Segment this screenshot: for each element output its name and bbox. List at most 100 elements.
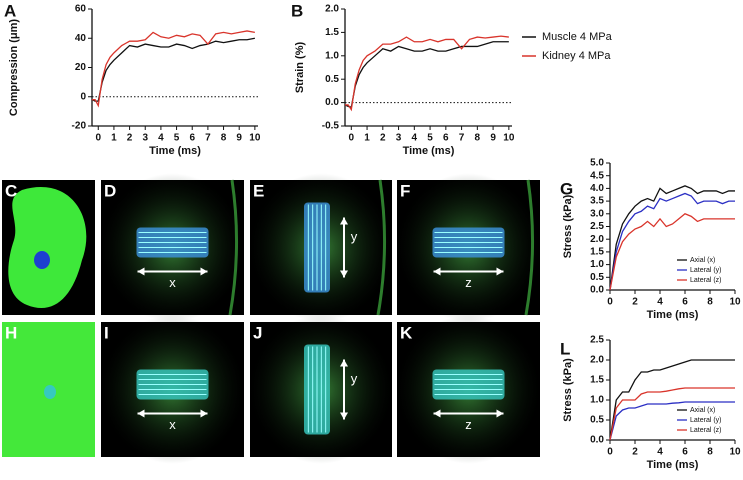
y-tick-label: 2.5 bbox=[590, 221, 604, 232]
y-tick-label: 1.0 bbox=[590, 395, 604, 406]
x-tick-label: 0 bbox=[607, 297, 613, 308]
x-tick-label: 6 bbox=[189, 133, 195, 144]
series-line bbox=[609, 185, 735, 291]
axis-label: z bbox=[465, 417, 472, 432]
x-tick-label: 2 bbox=[632, 297, 638, 308]
kidney-model bbox=[8, 187, 87, 308]
axis-label: y bbox=[351, 229, 358, 244]
panel-label: A bbox=[4, 1, 16, 20]
panel-label: C bbox=[5, 181, 17, 200]
y-tick-label: 5.0 bbox=[590, 158, 604, 169]
x-tick-label: 4 bbox=[158, 133, 164, 144]
x-tick-label: 8 bbox=[475, 133, 481, 144]
x-tick-label: 0 bbox=[95, 133, 101, 144]
y-tick-label: 1.5 bbox=[325, 27, 339, 38]
axis-label: x bbox=[169, 417, 176, 432]
y-tick-label: 40 bbox=[75, 33, 87, 44]
legend-label: Kidney 4 MPa bbox=[542, 50, 611, 62]
y-axis-title: Stress (kPa) bbox=[562, 194, 574, 258]
x-tick-label: 6 bbox=[682, 297, 688, 308]
x-tick-label: 4 bbox=[657, 297, 663, 308]
x-axis-title: Time (ms) bbox=[647, 459, 699, 471]
y-tick-label: 1.0 bbox=[325, 50, 339, 61]
legend-label: Axial (x) bbox=[690, 407, 715, 414]
panel-label: J bbox=[253, 323, 262, 342]
x-tick-label: 6 bbox=[682, 447, 688, 458]
x-tick-label: 2 bbox=[632, 447, 638, 458]
x-axis-title: Time (ms) bbox=[149, 145, 201, 157]
x-tick-label: 5 bbox=[427, 133, 433, 144]
y-tick-label: 2.0 bbox=[325, 4, 339, 15]
series-line bbox=[344, 41, 509, 109]
x-tick-label: 6 bbox=[443, 133, 449, 144]
x-tick-label: 8 bbox=[221, 133, 227, 144]
y-tick-label: 2.0 bbox=[590, 234, 604, 245]
arrow-head bbox=[340, 412, 348, 420]
x-tick-label: 9 bbox=[236, 133, 242, 144]
panel-label: D bbox=[104, 181, 116, 200]
x-tick-label: 10 bbox=[729, 297, 741, 308]
series-line bbox=[609, 192, 735, 291]
x-tick-label: 1 bbox=[364, 133, 370, 144]
y-tick-label: 0.5 bbox=[325, 74, 339, 85]
legend-label: Lateral (z) bbox=[690, 277, 722, 284]
x-tick-label: 3 bbox=[142, 133, 148, 144]
series-line bbox=[609, 213, 735, 291]
x-tick-label: 2 bbox=[380, 133, 386, 144]
legend-label: Lateral (z) bbox=[690, 427, 722, 434]
x-tick-label: 8 bbox=[707, 447, 713, 458]
y-tick-label: 2.0 bbox=[590, 355, 604, 366]
tissue-edge bbox=[524, 179, 535, 316]
y-tick-label: 0.0 bbox=[590, 285, 604, 296]
legend-label: Lateral (y) bbox=[690, 417, 722, 424]
arrow-head bbox=[137, 409, 145, 418]
arrow-head bbox=[200, 267, 208, 276]
panel-label: G bbox=[560, 179, 573, 198]
series-line bbox=[609, 387, 735, 441]
arrow-head bbox=[200, 409, 208, 418]
arrow-head bbox=[340, 217, 348, 225]
axis-label: z bbox=[465, 275, 472, 290]
x-tick-label: 10 bbox=[503, 133, 515, 144]
panel-label: K bbox=[400, 323, 413, 342]
x-tick-label: 0 bbox=[607, 447, 613, 458]
panel-label: B bbox=[291, 1, 303, 20]
axis-label: x bbox=[169, 275, 176, 290]
inclusion bbox=[34, 251, 50, 269]
series-line bbox=[92, 30, 255, 108]
arrow-head bbox=[137, 267, 145, 276]
x-tick-label: 1 bbox=[111, 133, 117, 144]
x-tick-label: 10 bbox=[249, 133, 261, 144]
y-axis-title: Compression (μm) bbox=[8, 19, 20, 117]
y-tick-label: -20 bbox=[72, 121, 87, 132]
y-tick-label: 4.5 bbox=[590, 170, 604, 181]
x-tick-label: 0 bbox=[349, 133, 355, 144]
legend-label: Muscle 4 MPa bbox=[542, 31, 613, 43]
y-tick-label: 0 bbox=[80, 91, 86, 102]
y-tick-label: 20 bbox=[75, 62, 87, 73]
y-tick-label: 2.5 bbox=[590, 335, 604, 346]
series-line bbox=[609, 401, 735, 441]
panel-label: H bbox=[5, 323, 17, 342]
y-tick-label: -0.5 bbox=[322, 121, 340, 132]
legend-label: Lateral (y) bbox=[690, 267, 722, 274]
inclusion bbox=[44, 385, 56, 399]
x-axis-title: Time (ms) bbox=[647, 309, 699, 321]
arrow-head bbox=[496, 409, 504, 418]
y-tick-label: 0.5 bbox=[590, 272, 604, 283]
y-axis-title: Strain (%) bbox=[294, 41, 306, 93]
y-tick-label: 0.0 bbox=[325, 97, 339, 108]
x-tick-label: 4 bbox=[412, 133, 418, 144]
arrow-head bbox=[496, 267, 504, 276]
panel-label: I bbox=[104, 323, 109, 342]
arrow-head bbox=[340, 359, 348, 367]
series-line bbox=[609, 359, 735, 441]
x-tick-label: 7 bbox=[205, 133, 211, 144]
arrow-head bbox=[433, 267, 441, 276]
y-tick-label: 0.0 bbox=[590, 435, 604, 446]
series-line bbox=[91, 37, 255, 102]
y-tick-label: 3.0 bbox=[590, 208, 604, 219]
arrow-head bbox=[433, 409, 441, 418]
legend-label: Axial (x) bbox=[690, 257, 715, 264]
